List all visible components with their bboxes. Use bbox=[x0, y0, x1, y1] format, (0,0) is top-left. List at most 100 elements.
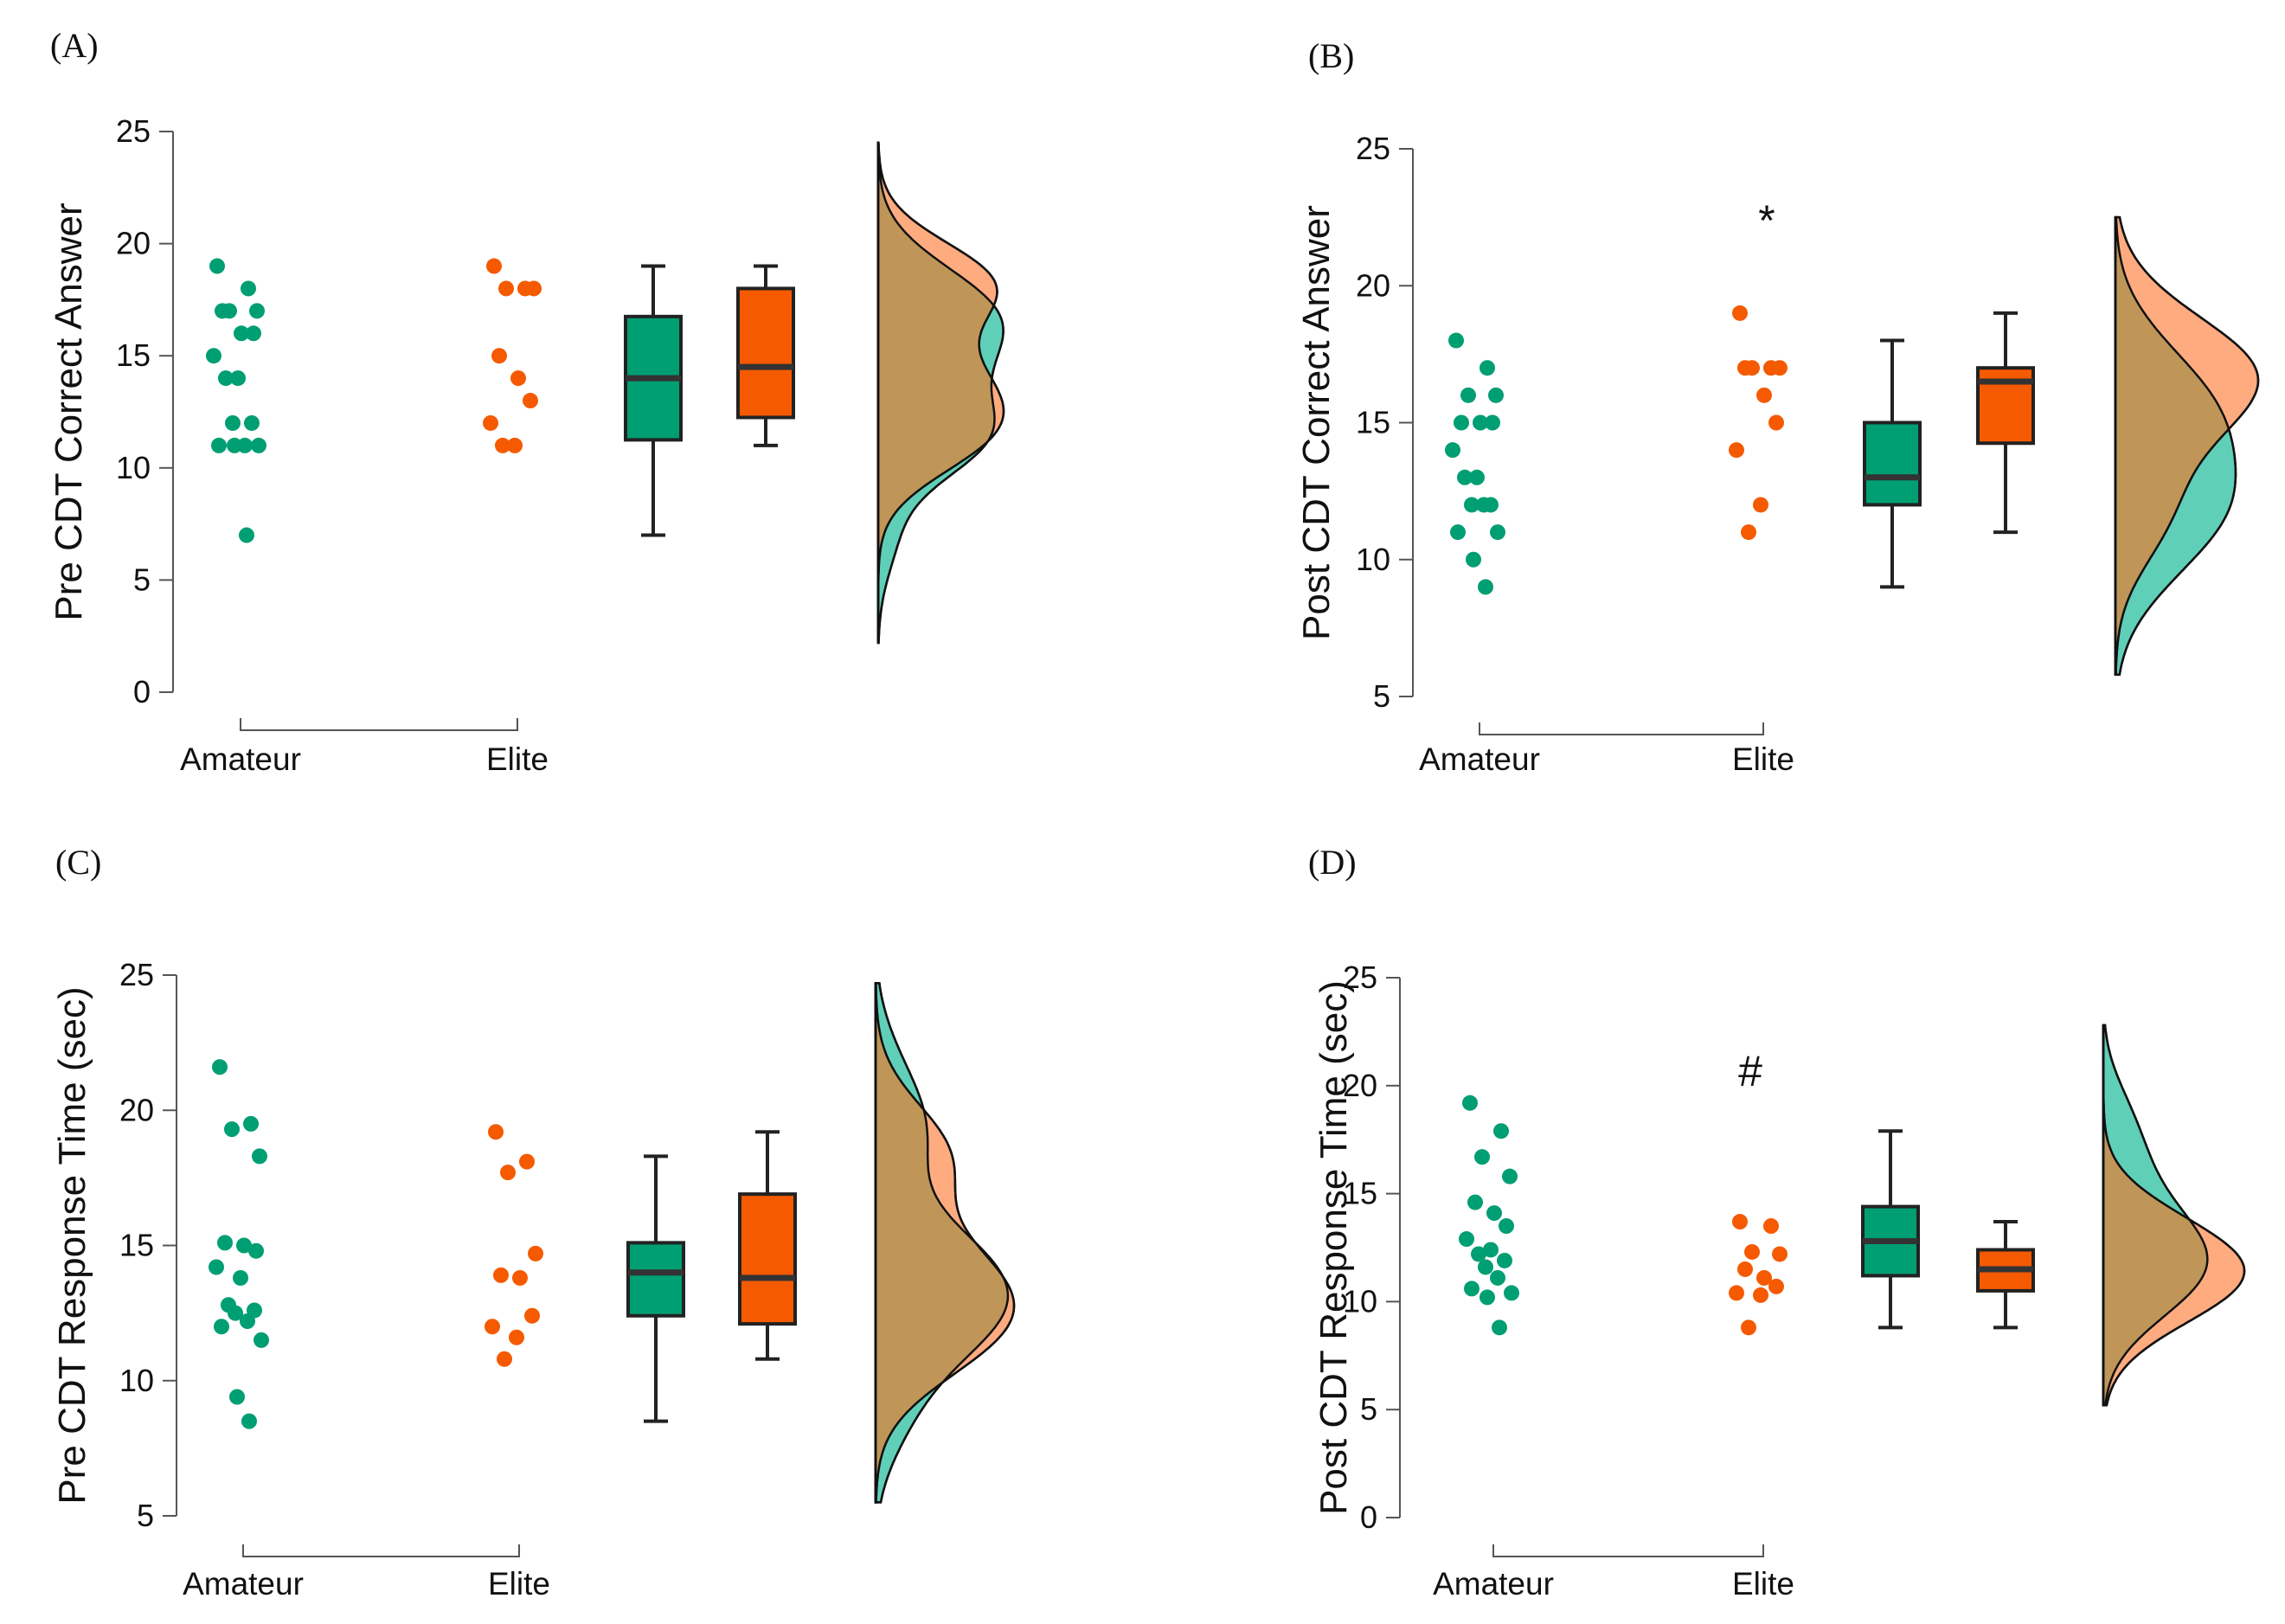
data-point-amateur bbox=[1488, 387, 1504, 403]
data-point-amateur bbox=[243, 1115, 259, 1132]
data-point-amateur bbox=[239, 527, 254, 543]
data-point-amateur bbox=[241, 280, 256, 297]
data-point-elite bbox=[483, 414, 498, 431]
data-point-amateur bbox=[227, 437, 242, 453]
data-point-elite bbox=[1732, 305, 1748, 321]
x-tick-label-elite: Elite bbox=[486, 741, 549, 777]
data-point-elite bbox=[498, 280, 514, 297]
data-point-amateur bbox=[241, 1413, 257, 1429]
data-point-elite bbox=[507, 437, 523, 453]
data-point-amateur bbox=[217, 1235, 233, 1251]
data-point-amateur bbox=[244, 414, 260, 431]
x-tick-label-amateur: Amateur bbox=[183, 1566, 304, 1602]
data-point-elite bbox=[497, 1351, 512, 1367]
data-point-amateur bbox=[236, 1237, 252, 1254]
data-point-elite bbox=[493, 1267, 509, 1283]
data-point-elite bbox=[1729, 442, 1744, 459]
x-tick-label-amateur: Amateur bbox=[1419, 741, 1540, 777]
x-tick-label-amateur: Amateur bbox=[1433, 1566, 1554, 1602]
chart-panel-b: (B) 5 10 15 20 25 Post CDT Correct Answer Amate… bbox=[1295, 36, 2260, 777]
boxplot-elite bbox=[1976, 311, 2035, 535]
data-point-amateur bbox=[1486, 1205, 1502, 1222]
y-tick-label: 10 bbox=[119, 1363, 154, 1398]
boxplot-amateur bbox=[626, 1154, 685, 1423]
data-point-elite bbox=[1772, 1246, 1788, 1262]
data-point-elite bbox=[1768, 1278, 1784, 1294]
data-point-amateur bbox=[1457, 469, 1473, 485]
density-elite-outline bbox=[2114, 215, 2260, 676]
density-amateur-outline bbox=[2102, 1024, 2209, 1407]
y-tick-label: 5 bbox=[1373, 678, 1390, 714]
data-point-amateur bbox=[1464, 497, 1479, 513]
y-tick-label: 15 bbox=[116, 337, 151, 373]
y-tick-label: 25 bbox=[119, 957, 154, 992]
data-point-amateur bbox=[1448, 332, 1464, 349]
density-amateur-outline bbox=[2114, 215, 2237, 676]
data-point-amateur bbox=[228, 1305, 243, 1321]
y-tick-label: 15 bbox=[1343, 1176, 1377, 1211]
data-point-amateur bbox=[1471, 1246, 1486, 1262]
data-point-amateur bbox=[212, 1059, 228, 1075]
data-point-elite bbox=[1732, 1214, 1748, 1230]
data-point-elite bbox=[1763, 1218, 1779, 1235]
data-point-elite bbox=[512, 1270, 528, 1286]
data-point-amateur bbox=[1490, 1269, 1505, 1286]
box-iqr bbox=[738, 1192, 797, 1326]
y-tick-label: 15 bbox=[119, 1228, 154, 1263]
chart-panel-c: (C) 5 10 15 20 25 Pre CDT Response Time (sec) A… bbox=[51, 843, 1016, 1602]
data-point-amateur bbox=[1459, 1231, 1474, 1248]
data-point-amateur bbox=[249, 303, 265, 319]
data-point-elite bbox=[495, 437, 510, 453]
data-point-elite bbox=[1768, 414, 1784, 431]
y-tick-label: 5 bbox=[1360, 1391, 1377, 1427]
data-point-amateur bbox=[1502, 1168, 1518, 1184]
density-overlap bbox=[878, 142, 995, 643]
data-point-elite bbox=[488, 1124, 504, 1140]
density-overlap bbox=[876, 983, 1008, 1503]
y-axis-title: Post CDT Correct Answer bbox=[1295, 205, 1338, 640]
y-axis-title: Pre CDT Response Time (sec) bbox=[51, 986, 93, 1504]
chart-panel-a: (A) 0 5 10 15 20 25 Pre CDT Correct Answer Amate… bbox=[48, 26, 1005, 777]
box-iqr bbox=[736, 286, 795, 420]
data-point-amateur bbox=[1460, 387, 1476, 403]
data-point-amateur bbox=[1497, 1252, 1512, 1268]
data-point-amateur bbox=[248, 1242, 264, 1259]
data-point-amateur bbox=[1478, 1259, 1493, 1275]
data-point-elite bbox=[486, 258, 502, 274]
data-point-amateur bbox=[224, 1121, 240, 1138]
panel-label: (C) bbox=[55, 843, 101, 882]
y-tick-label: 0 bbox=[1360, 1499, 1377, 1535]
data-point-amateur bbox=[215, 303, 230, 319]
boxplot-amateur bbox=[1861, 1129, 1920, 1330]
density-cloud bbox=[874, 982, 1016, 1504]
panel-label: (B) bbox=[1308, 36, 1354, 75]
data-point-amateur bbox=[1450, 524, 1466, 541]
data-point-amateur bbox=[209, 258, 225, 274]
data-point-amateur bbox=[1467, 1194, 1483, 1210]
y-tick-label: 25 bbox=[116, 113, 151, 149]
boxplot-elite bbox=[738, 1130, 797, 1361]
data-point-amateur bbox=[234, 325, 249, 342]
density-cloud bbox=[2114, 215, 2260, 676]
x-axis-line bbox=[1492, 1544, 1764, 1557]
y-tick-label: 0 bbox=[133, 674, 151, 709]
data-point-amateur bbox=[206, 348, 221, 364]
box-iqr bbox=[1863, 420, 1922, 507]
density-elite-outline bbox=[874, 982, 1016, 1504]
x-tick-label-amateur: Amateur bbox=[180, 741, 301, 777]
x-tick-label-elite: Elite bbox=[1732, 741, 1794, 777]
density-overlap bbox=[2115, 217, 2229, 675]
data-point-elite bbox=[1729, 1285, 1744, 1301]
y-tick-label: 20 bbox=[1356, 267, 1390, 303]
data-point-amateur bbox=[1483, 1242, 1499, 1258]
data-point-amateur bbox=[1490, 524, 1505, 541]
y-axis-title: Post CDT Response Time (sec) bbox=[1313, 980, 1355, 1515]
data-point-amateur bbox=[229, 1389, 245, 1405]
data-point-amateur bbox=[1454, 414, 1469, 431]
x-axis-line bbox=[242, 1544, 520, 1557]
data-point-amateur bbox=[1504, 1285, 1519, 1301]
significance-annotation: # bbox=[1738, 1047, 1762, 1095]
data-point-elite bbox=[523, 393, 538, 409]
